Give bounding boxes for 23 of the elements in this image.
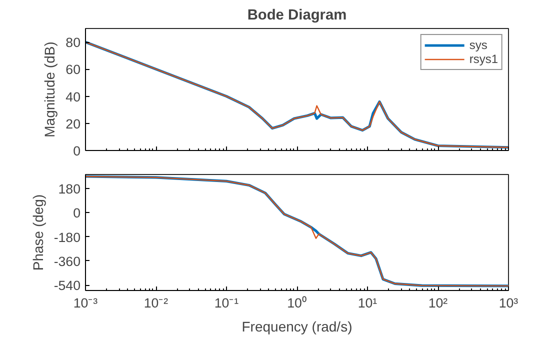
y-axis-title: Phase (deg) <box>30 194 46 271</box>
y-tick-label: 60 <box>66 62 81 78</box>
y-tick-label: 40 <box>66 89 81 104</box>
y-tick-label: -360 <box>54 254 81 269</box>
x-tick-label: 10⁰ <box>287 296 307 310</box>
y-tick-label: 20 <box>66 116 81 132</box>
x-axis-title: Frequency (rad/s) <box>242 318 352 334</box>
y-tick-label: -180 <box>54 230 81 245</box>
y-tick-label: -540 <box>54 278 81 294</box>
legend-label: sys <box>469 38 488 52</box>
y-tick-label: 180 <box>58 182 81 197</box>
x-tick-label: 10⁻³ <box>73 296 98 310</box>
x-tick-label: 10¹ <box>358 296 378 310</box>
y-tick-label: 0 <box>73 144 81 158</box>
chart-title: Bode Diagram <box>247 8 347 24</box>
y-axis-title: Magnitude (dB) <box>42 42 58 138</box>
y-tick-label: 0 <box>73 206 81 221</box>
x-tick-label: 10² <box>428 296 448 310</box>
x-tick-label: 10³ <box>498 296 519 310</box>
x-tick-label: 10⁻¹ <box>214 296 240 310</box>
y-tick-label: 80 <box>66 35 81 50</box>
legend-label: rsys1 <box>469 52 498 66</box>
x-tick-label: 10⁻² <box>144 296 169 310</box>
